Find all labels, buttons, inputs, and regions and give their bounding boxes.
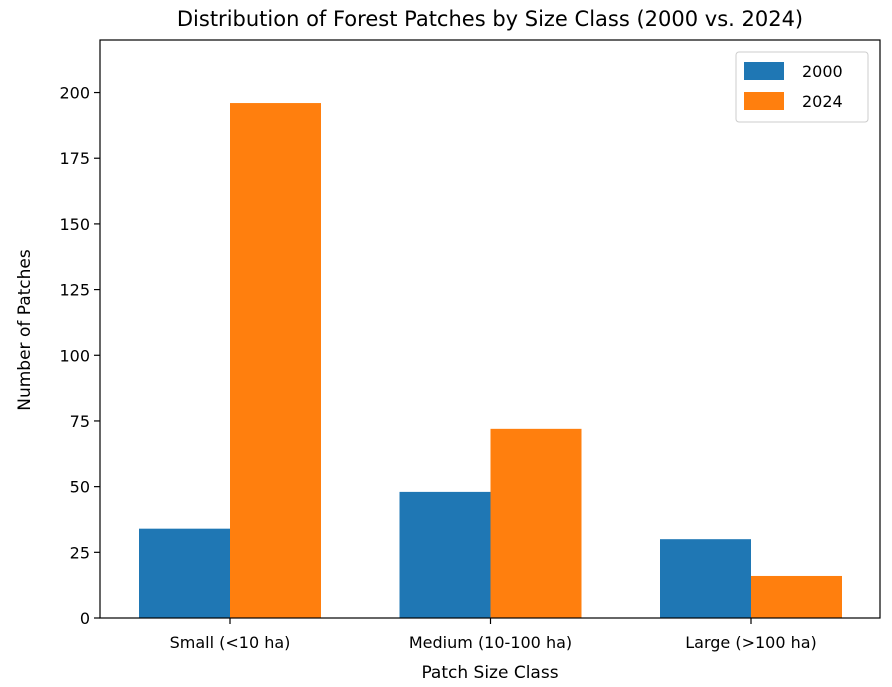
x-tick-label: Small (<10 ha)	[170, 633, 291, 652]
y-tick-label: 75	[70, 412, 90, 431]
legend: 2000 2024	[735, 51, 869, 123]
legend-swatch-2000	[744, 62, 784, 80]
y-tick-label: 50	[70, 478, 90, 497]
y-tick-label: 200	[59, 84, 90, 103]
bar-2024-2	[490, 428, 582, 618]
x-axis-label: Patch Size Class	[421, 663, 558, 683]
y-tick-label: 100	[59, 346, 90, 365]
y-tick-label: 25	[70, 543, 90, 562]
bar-2024-1	[230, 103, 321, 618]
plot-area: 0 25 50 75 100 125 150 175 200 Small (<10 ha) Medi…	[59, 39, 881, 652]
y-axis-label: Number of Patches	[15, 249, 35, 411]
y-tick-label: 150	[59, 215, 90, 234]
legend-label-2024: 2024	[802, 92, 843, 111]
bar-2000-3	[660, 539, 751, 618]
bar-2024-3	[751, 575, 842, 618]
y-tick-label: 175	[59, 149, 90, 168]
x-tick-label: Medium (10-100 ha)	[409, 633, 572, 652]
y-tick-label: 125	[59, 281, 90, 300]
bar-2000-1	[139, 528, 230, 618]
legend-label-2000: 2000	[802, 62, 843, 81]
bar-2000-2	[399, 491, 491, 618]
chart-title: Distribution of Forest Patches by Size C…	[177, 7, 803, 31]
x-tick-label: Large (>100 ha)	[685, 633, 817, 652]
y-tick-label: 0	[80, 609, 90, 628]
legend-swatch-2024	[744, 92, 784, 110]
